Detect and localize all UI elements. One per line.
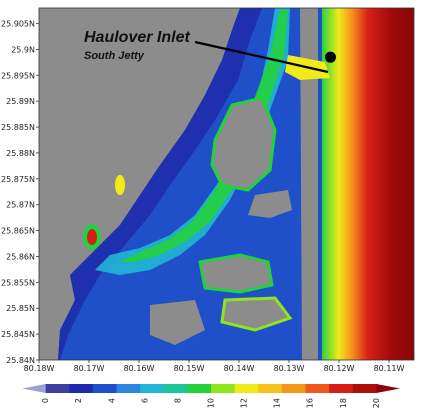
y-tick-label: 25.87N — [6, 201, 35, 210]
colorbar-segment — [116, 384, 141, 393]
island-south-3 — [150, 300, 205, 345]
plot-frame — [38, 7, 415, 361]
colorbar-tick-label: 20 — [372, 398, 381, 408]
island-south-1 — [200, 255, 272, 292]
colorbar-tick-label: 8 — [173, 398, 182, 403]
annotation-leader — [194, 40, 329, 74]
annotation-subtitle: South Jetty — [84, 50, 145, 62]
island-south-2 — [222, 298, 290, 330]
colorbar-segment — [281, 384, 306, 393]
colorbar-segment — [140, 384, 165, 393]
islet-outline-2 — [198, 253, 274, 294]
annotation-title: Haulover Inlet — [84, 29, 190, 46]
island-mid — [248, 190, 292, 218]
colorbar-segment — [352, 384, 377, 393]
colorbar-tick-label: 2 — [74, 398, 83, 403]
colorbar-segment — [234, 384, 259, 393]
x-tick-label: 80.18W — [24, 364, 55, 373]
colorbar-segment — [329, 384, 354, 393]
ocean — [322, 8, 414, 360]
colorbar-tick-label: 12 — [240, 398, 249, 408]
y-axis: 25.84N 25.845N 25.85N 25.855N 25.86N 25.865N 2… — [1, 20, 39, 365]
x-tick-label: 80.14W — [224, 364, 255, 373]
colorbar-segment — [376, 384, 400, 393]
island-north — [212, 98, 275, 190]
colorbar-segment — [258, 384, 283, 393]
deep-spot-north — [115, 175, 125, 195]
colorbar-segment — [163, 384, 188, 393]
colorbar-tick-label: 6 — [140, 398, 149, 403]
x-tick-label: 80.12W — [324, 364, 355, 373]
y-tick-label: 25.9N — [11, 45, 35, 54]
x-tick-label: 80.17W — [74, 364, 105, 373]
x-tick-label: 80.13W — [274, 364, 305, 373]
colorbar-segment — [92, 384, 117, 393]
y-tick-label: 25.875N — [1, 175, 35, 184]
y-tick-label: 25.89N — [6, 97, 35, 106]
x-axis: 80.18W 80.17W 80.16W 80.15W 80.14W 80.13W 80.1… — [24, 360, 405, 373]
y-tick-label: 25.88N — [6, 149, 35, 158]
y-tick-label: 25.865N — [1, 227, 35, 236]
colorbar-tick-label: 16 — [306, 398, 315, 408]
colorbar-tick-label: 14 — [273, 398, 282, 408]
y-tick-label: 25.895N — [1, 71, 35, 80]
islet-outline-3 — [220, 296, 293, 332]
barrier-island-edge — [318, 8, 324, 360]
colorbar: 0 2 4 6 8 10 12 14 16 18 20 — [22, 384, 400, 408]
y-tick-label: 25.845N — [1, 330, 35, 339]
y-tick-label: 25.905N — [1, 20, 35, 29]
barrier-island — [302, 8, 322, 360]
colorbar-segment — [305, 384, 330, 393]
colorbar-tick-label: 4 — [107, 398, 116, 403]
y-tick-label: 25.85N — [6, 304, 35, 313]
jetty-marker — [325, 51, 336, 63]
y-tick-label: 25.84N — [6, 356, 35, 365]
islet-outline — [210, 96, 277, 192]
y-tick-label: 25.86N — [6, 252, 35, 261]
colorbar-tick-label: 0 — [41, 398, 50, 403]
colorbar-segment — [187, 384, 212, 393]
x-tick-label: 80.15W — [174, 364, 205, 373]
colorbar-segment — [45, 384, 70, 393]
deep-spot-west-core — [87, 229, 97, 245]
colorbar-segment — [211, 384, 236, 393]
colorbar-tick-label: 10 — [207, 398, 216, 408]
colorbar-segment — [69, 384, 94, 393]
x-tick-label: 80.16W — [124, 364, 155, 373]
y-tick-label: 25.885N — [1, 123, 35, 132]
y-tick-label: 25.855N — [1, 278, 35, 287]
colorbar-tick-label: 18 — [339, 398, 348, 408]
colorbar-segment — [22, 384, 46, 393]
x-tick-label: 80.11W — [374, 364, 405, 373]
map-plot-area — [39, 8, 414, 360]
bay-shallow-edge — [58, 8, 262, 360]
